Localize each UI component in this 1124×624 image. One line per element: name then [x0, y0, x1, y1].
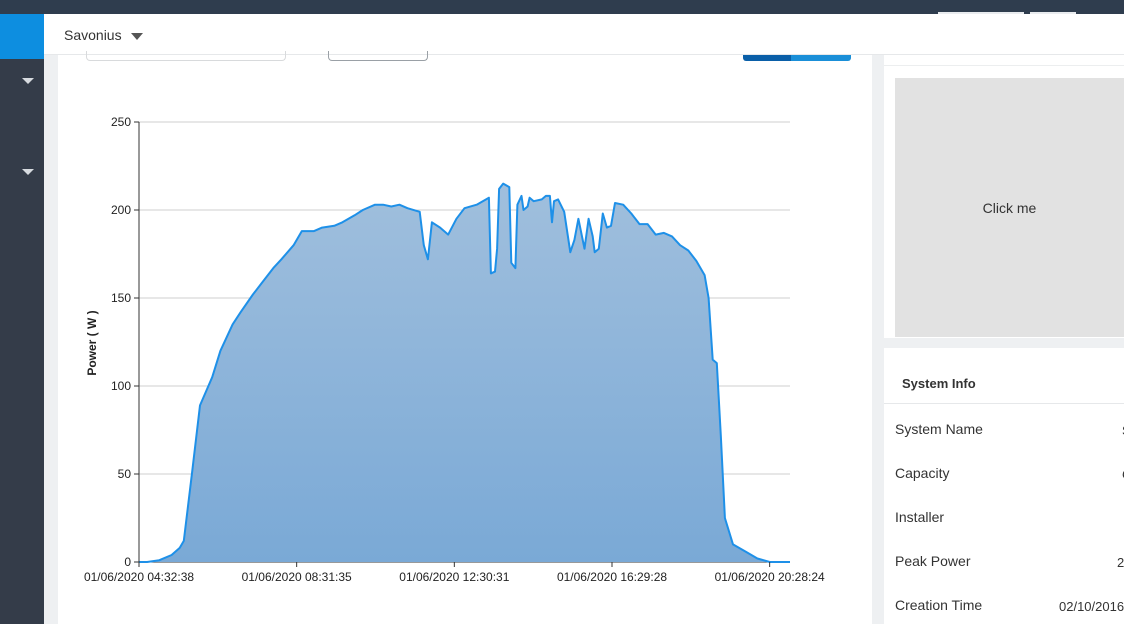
date-input[interactable] [86, 51, 286, 61]
creation-time-value: 02/10/2016 [1059, 599, 1124, 614]
top-app-bar [0, 0, 1124, 14]
x-tick-label: 01/06/2020 16:29:28 [557, 570, 667, 584]
sidebar-caret-down-icon[interactable] [22, 78, 34, 84]
top-bar-control[interactable] [938, 12, 1024, 14]
y-tick-label: 0 [124, 555, 131, 569]
system-name-value: S [1122, 423, 1124, 438]
filter-button[interactable] [328, 51, 428, 61]
caret-down-icon [131, 32, 144, 40]
sidebar-active-item[interactable] [0, 14, 44, 59]
power-area-fill [139, 183, 790, 562]
segment-button-right[interactable] [791, 55, 851, 61]
y-axis-label: Power ( W ) [85, 310, 99, 375]
y-tick-label: 150 [111, 291, 131, 305]
chart-panel: 0 50 100 150 200 250 01/06/2020 04:32:38 01/06/… [58, 51, 872, 624]
preview-panel: Click me [884, 55, 1124, 338]
capacity-value: C [1122, 467, 1124, 482]
sidebar [0, 14, 44, 624]
peak-power-value: 2 [1117, 555, 1124, 570]
segment-button-left[interactable] [743, 55, 791, 61]
sub-header: Savonius [44, 14, 1124, 55]
top-bar-control-2[interactable] [1030, 12, 1076, 14]
installer-label: Installer [895, 509, 945, 525]
placeholder-label: Click me [982, 199, 1037, 216]
x-tick-label: 01/06/2020 20:28:24 [715, 570, 825, 584]
sidebar-caret-down-icon-2[interactable] [22, 169, 34, 175]
x-tick-label: 01/06/2020 12:30:31 [399, 570, 509, 584]
power-chart: 0 50 100 150 200 250 01/06/2020 04:32:38 01/06/… [84, 115, 825, 584]
y-tick-label: 50 [118, 467, 132, 481]
y-tick-label: 200 [111, 203, 131, 217]
system-name-label: System Name [895, 421, 983, 437]
y-tick-label: 250 [111, 115, 131, 129]
x-tick-label: 01/06/2020 04:32:38 [84, 570, 194, 584]
capacity-label: Capacity [895, 465, 950, 481]
system-info-divider [884, 403, 1124, 404]
peak-power-label: Peak Power [895, 553, 971, 569]
click-me-placeholder[interactable]: Click me [895, 78, 1124, 337]
site-name: Savonius [64, 27, 122, 43]
panel-divider [884, 65, 1124, 66]
y-tick-label: 100 [111, 379, 131, 393]
system-info-title: System Info [902, 376, 976, 391]
power-line [139, 182, 790, 563]
creation-time-label: Creation Time [895, 597, 983, 613]
x-tick-label: 01/06/2020 08:31:35 [242, 570, 352, 584]
site-selector[interactable]: Savonius [64, 27, 144, 43]
system-info-panel: System Info System Name S Capacity C Ins… [884, 348, 1124, 624]
